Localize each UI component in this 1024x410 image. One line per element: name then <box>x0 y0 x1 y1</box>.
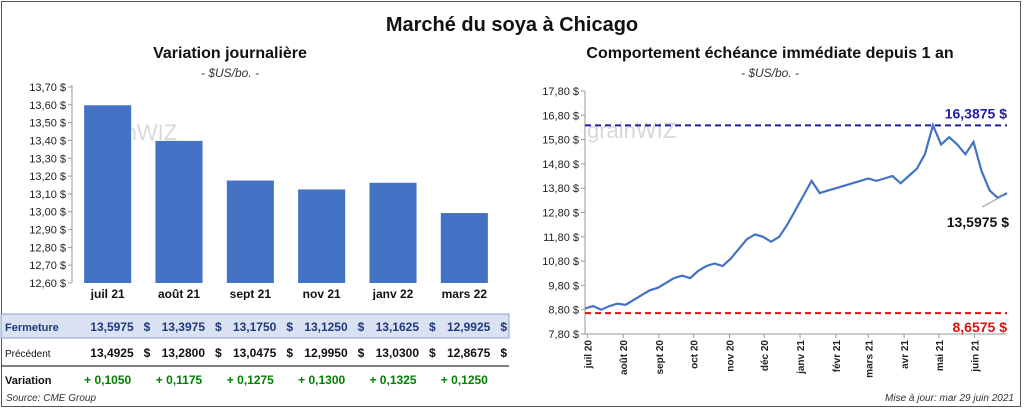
fermeture-value: 12,9925 <box>447 320 491 334</box>
precedent-value: 13,0300 <box>376 346 420 360</box>
update-note: Mise à jour: mar 29 juin 2021 <box>885 393 1014 404</box>
fermeture-row-bg <box>0 313 510 339</box>
bar-sept-21 <box>226 180 274 283</box>
precedent-currency: $ <box>286 346 293 360</box>
y-tick-label: 17,80 $ <box>542 86 579 98</box>
right-chart-title: Comportement échéance immédiate depuis 1… <box>586 45 954 62</box>
precedent-currency: $ <box>358 346 365 360</box>
y-tick-label: 14,80 $ <box>542 159 579 171</box>
last-leader-line <box>981 194 1005 208</box>
precedent-value: 12,8675 <box>447 346 491 360</box>
precedent-currency: $ <box>500 346 507 360</box>
y-tick-label: 8,80 $ <box>548 305 579 317</box>
variation-value: + 0,1175 <box>156 373 203 387</box>
bar-août-21 <box>155 140 203 283</box>
y-tick-label: 13,20 $ <box>29 171 66 183</box>
x-tick-label: avr 21 <box>900 340 911 369</box>
left-chart-title: Variation journalière <box>153 45 307 62</box>
precedent-value: 13,2800 <box>162 346 206 360</box>
x-tick-label: oct 20 <box>690 340 701 369</box>
main-title: Marché du soya à Chicago <box>385 14 639 36</box>
fermeture-currency: $ <box>500 320 507 334</box>
max-label: 16,3875 $ <box>945 105 1007 121</box>
y-tick-label: 16,80 $ <box>542 110 579 122</box>
bar-nov-21 <box>298 189 346 283</box>
price-table: Fermeture 13,5975 $13,3975 $13,1750 $13,1250… <box>0 313 510 387</box>
x-category-label: juil 21 <box>90 287 125 300</box>
variation-value: + 0,1275 <box>227 373 274 387</box>
y-tick-label: 12,80 $ <box>542 208 579 220</box>
y-tick-label: 13,70 $ <box>29 82 66 94</box>
x-category-label: janv 22 <box>372 287 414 300</box>
fermeture-value: 13,1250 <box>304 320 348 334</box>
x-tick-label: févr 21 <box>832 340 843 373</box>
variation-value: + 0,1325 <box>369 373 416 387</box>
x-tick-label: juil 20 <box>583 340 594 370</box>
precedent-currency: $ <box>144 346 151 360</box>
y-tick-label: 13,80 $ <box>542 183 579 195</box>
precedent-value: 13,4925 <box>90 346 134 360</box>
bar-janv-22 <box>369 182 417 283</box>
last-value-label: 13,5975 $ <box>947 214 1009 230</box>
fermeture-value: 13,1625 <box>376 320 420 334</box>
precedent-value: 12,9950 <box>304 346 348 360</box>
y-tick-label: 7,80 $ <box>548 329 579 341</box>
y-tick-label: 12,60 $ <box>29 278 66 290</box>
variation-value: + 0,1050 <box>84 373 131 387</box>
fermeture-value: 13,1750 <box>233 320 277 334</box>
x-tick-label: mai 21 <box>935 340 946 372</box>
right-line-chart: grainWIZ 17,80 $ 16,80 $ 15,80 $ 14,80 $ 13,8… <box>542 86 1009 378</box>
variation-value: + 0,1250 <box>441 373 488 387</box>
precedent-value: 13,0475 <box>233 346 277 360</box>
y-tick-label: 10,80 $ <box>542 256 579 268</box>
y-tick-label: 9,80 $ <box>548 280 579 292</box>
x-category-label: mars 22 <box>442 287 488 300</box>
x-category-label: août 21 <box>158 287 200 300</box>
y-tick-label: 13,40 $ <box>29 135 66 147</box>
x-category-label: sept 21 <box>230 287 272 300</box>
left-chart-unit: - $US/bo. - <box>200 66 260 80</box>
fermeture-value: 13,3975 <box>162 320 206 334</box>
y-tick-label: 12,90 $ <box>29 225 66 237</box>
fermeture-currency: $ <box>286 320 293 334</box>
y-tick-label: 13,30 $ <box>29 153 66 165</box>
price-series-line <box>584 121 1008 311</box>
min-label: 8,6575 $ <box>953 319 1008 335</box>
variation-label: Variation <box>5 375 52 387</box>
y-tick-label: 13,10 $ <box>29 189 66 201</box>
source-note: Source: CME Group <box>6 393 97 404</box>
y-tick-label: 11,80 $ <box>543 232 579 244</box>
fermeture-label: Fermeture <box>5 322 59 334</box>
x-tick-label: août 20 <box>619 340 630 375</box>
fermeture-currency: $ <box>215 320 222 334</box>
y-tick-label: 12,80 $ <box>29 242 66 254</box>
x-tick-label: nov 20 <box>726 340 737 372</box>
precedent-currency: $ <box>215 346 222 360</box>
precedent-currency: $ <box>429 346 436 360</box>
watermark: grainWIZ <box>587 118 676 143</box>
fermeture-currency: $ <box>144 320 151 334</box>
y-tick-label: 13,60 $ <box>29 100 66 112</box>
y-tick-label: 15,80 $ <box>542 135 579 147</box>
y-tick-label: 12,70 $ <box>29 260 66 272</box>
fermeture-currency: $ <box>429 320 436 334</box>
fermeture-currency: $ <box>358 320 365 334</box>
right-chart-unit: - $US/bo. - <box>740 66 800 80</box>
x-tick-label: janv 21 <box>796 340 807 375</box>
fermeture-value: 13,5975 <box>90 320 134 334</box>
x-tick-label: juin 21 <box>971 340 982 373</box>
x-tick-label: sept 20 <box>655 340 666 375</box>
bar-juil-21 <box>84 105 132 283</box>
bar-mars-22 <box>440 213 488 283</box>
variation-value: + 0,1300 <box>298 373 345 387</box>
x-category-label: nov 21 <box>303 287 341 300</box>
x-tick-label: déc 20 <box>760 340 771 372</box>
precedent-label: Précédent <box>5 349 51 360</box>
y-tick-label: 13,50 $ <box>29 118 66 130</box>
y-tick-label: 13,00 $ <box>29 207 66 219</box>
x-tick-label: mars 21 <box>864 340 875 378</box>
